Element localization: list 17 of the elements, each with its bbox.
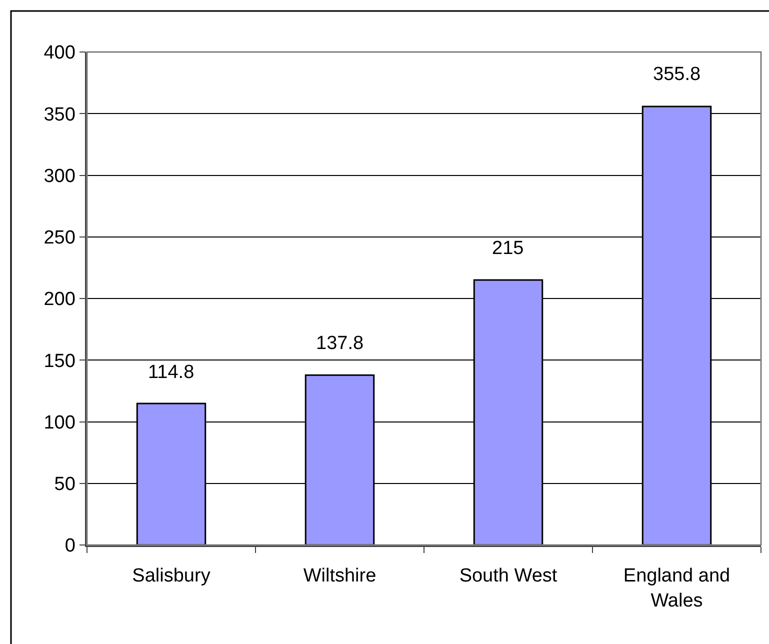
data-label: 114.8 — [148, 362, 194, 383]
data-label: 137.8 — [316, 333, 364, 354]
y-tick-label: 50 — [54, 474, 76, 496]
data-label: 215 — [492, 238, 524, 259]
x-tick-label: Salisbury — [132, 566, 211, 587]
y-tick-label: 300 — [44, 166, 76, 187]
y-tick-label: 150 — [44, 350, 76, 372]
y-tick-label: 0 — [64, 536, 76, 557]
y-tick-label: 250 — [44, 228, 76, 249]
y-tick-label: 100 — [44, 412, 76, 434]
x-tick-label: England and Wales — [623, 566, 730, 612]
y-tick-label: 200 — [44, 289, 76, 310]
x-tick-label: South West — [459, 566, 558, 587]
data-label: 355.8 — [653, 64, 701, 85]
x-tick-label: Wiltshire — [303, 566, 376, 587]
y-tick-label: 400 — [44, 42, 76, 64]
y-tick-label: 350 — [44, 104, 76, 126]
